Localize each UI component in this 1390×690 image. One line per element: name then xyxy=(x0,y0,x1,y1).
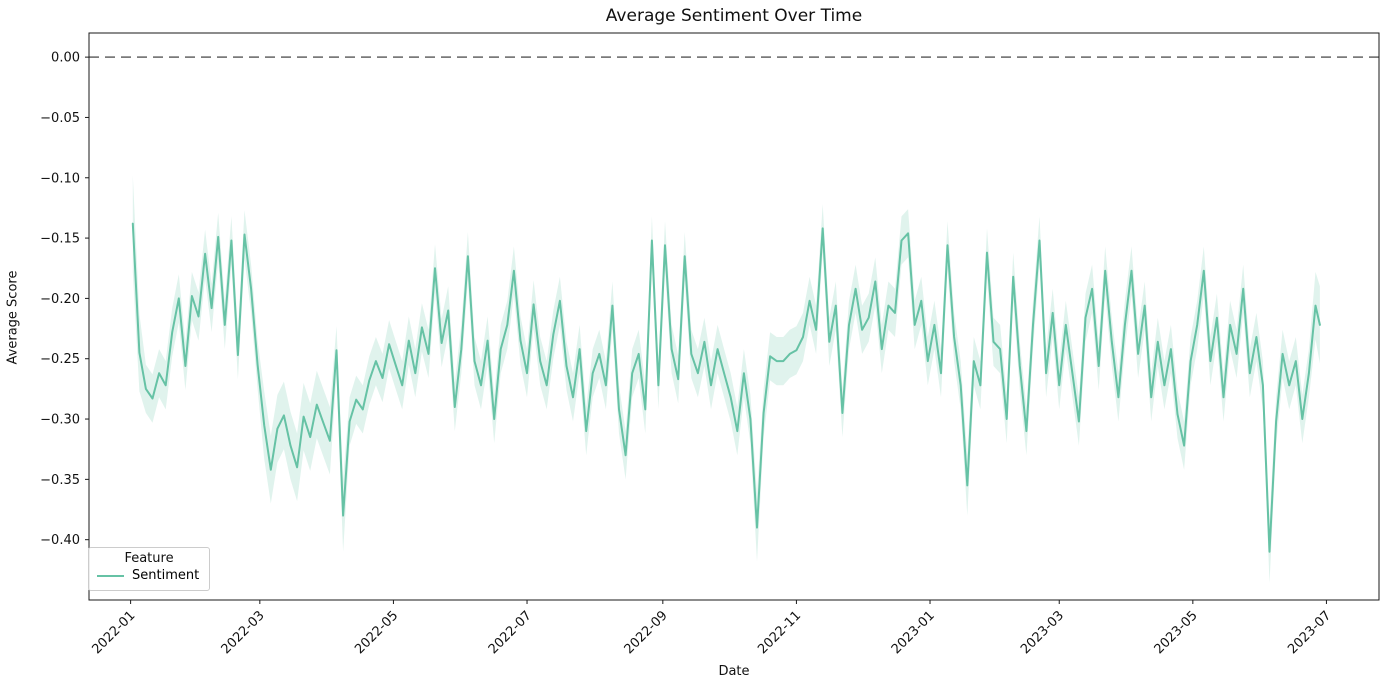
y-tick-label: −0.15 xyxy=(40,232,80,247)
y-tick-label: −0.40 xyxy=(40,533,80,548)
y-tick-label: −0.30 xyxy=(40,413,80,428)
x-tick-label: 2023-07 xyxy=(1285,608,1334,657)
y-tick-label: −0.05 xyxy=(40,111,80,126)
x-tick-label: 2022-05 xyxy=(352,608,401,657)
plot-border xyxy=(88,32,1380,601)
sentiment-line xyxy=(131,222,1321,553)
y-tick-label: −0.25 xyxy=(40,352,80,367)
chart-title: Average Sentiment Over Time xyxy=(605,6,863,26)
y-tick-label: −0.10 xyxy=(40,171,80,186)
legend-title: Feature xyxy=(124,551,174,566)
y-tick-label: −0.20 xyxy=(40,292,80,307)
x-tick-label: 2022-01 xyxy=(89,608,138,657)
x-axis-label: Date xyxy=(718,664,750,679)
x-tick-label: 2022-11 xyxy=(755,608,804,657)
x-tick-label: 2023-01 xyxy=(889,608,938,657)
x-tick-label: 2023-05 xyxy=(1152,608,1201,657)
y-tick-label: 0.00 xyxy=(51,51,80,66)
legend-entry-sentiment: Sentiment xyxy=(97,568,201,583)
y-tick-label: −0.35 xyxy=(40,473,80,488)
x-tick-label: 2022-03 xyxy=(219,608,268,657)
sentiment-line-swatch-icon xyxy=(97,574,124,577)
legend-entry-label: Sentiment xyxy=(132,568,200,583)
legend: Feature Sentiment xyxy=(88,547,210,591)
x-tick-label: 2022-09 xyxy=(622,608,671,657)
x-tick-label: 2023-03 xyxy=(1018,608,1067,657)
x-tick-label: 2022-07 xyxy=(486,608,535,657)
